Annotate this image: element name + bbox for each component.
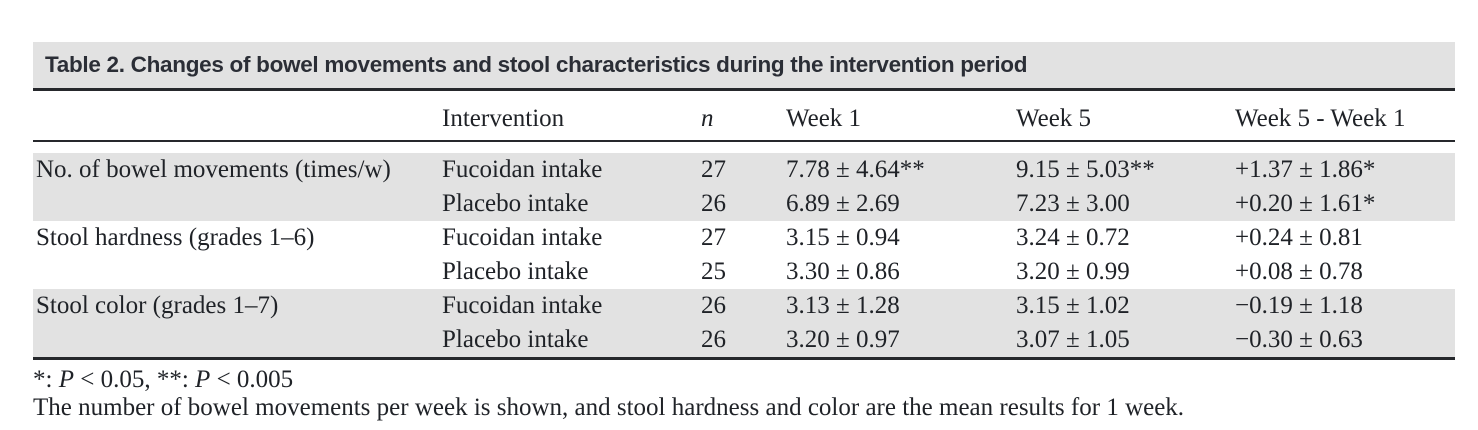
sample-size-cell: 27 — [701, 224, 726, 251]
p-value-symbol: P — [58, 366, 74, 393]
description-footnote: The number of bowel movements per week i… — [33, 394, 1185, 421]
header-bottom-rule — [33, 140, 1455, 142]
week5-cell: 9.15 ± 5.03** — [1016, 156, 1155, 183]
row-label-cell: Stool color (grades 1–7) — [36, 292, 279, 319]
table-bottom-rule — [33, 357, 1455, 360]
p-value-symbol: P — [195, 366, 211, 393]
table-row: Placebo intake 25 3.30 ± 0.86 3.20 ± 0.9… — [33, 255, 1455, 289]
intervention-cell: Placebo intake — [442, 258, 589, 285]
sample-size-cell: 26 — [701, 190, 726, 217]
week5-cell: 3.24 ± 0.72 — [1016, 224, 1130, 251]
sample-size-cell: 26 — [701, 292, 726, 319]
row-label-cell — [33, 323, 433, 357]
column-header-intervention: Intervention — [442, 105, 565, 132]
column-header-week5: Week 5 — [1016, 105, 1092, 132]
row-label-cell — [33, 187, 433, 221]
intervention-cell: Placebo intake — [442, 190, 589, 217]
week5-cell: 7.23 ± 3.00 — [1016, 190, 1130, 217]
significance-footnote-part: < 0.05, **: — [73, 366, 196, 393]
table-row: No. of bowel movements (times/w) Fucoida… — [33, 153, 1455, 187]
column-header-week5-minus-week1: Week 5 - Week 1 — [1235, 105, 1406, 132]
intervention-cell: Placebo intake — [442, 326, 589, 353]
week5-cell: 3.20 ± 0.99 — [1016, 258, 1130, 285]
significance-footnote-part: < 0.005 — [210, 366, 294, 393]
significance-footnote: *: P < 0.05, **: P < 0.005 — [33, 366, 1455, 394]
row-label-cell: No. of bowel movements (times/w) — [36, 156, 391, 183]
table-row: Placebo intake 26 6.89 ± 2.69 7.23 ± 3.0… — [33, 187, 1455, 221]
week1-cell: 3.30 ± 0.86 — [786, 258, 900, 285]
column-header-week1: Week 1 — [786, 105, 862, 132]
row-label-cell: Stool hardness (grades 1–6) — [36, 224, 315, 251]
week1-cell: 3.20 ± 0.97 — [786, 326, 900, 353]
table-top-rule — [33, 88, 1455, 91]
intervention-cell: Fucoidan intake — [442, 292, 603, 319]
week5-cell: 3.07 ± 1.05 — [1016, 326, 1130, 353]
column-header-n: n — [701, 105, 714, 132]
week5-cell: 3.15 ± 1.02 — [1016, 292, 1130, 319]
sample-size-cell: 26 — [701, 326, 726, 353]
week1-cell: 7.78 ± 4.64** — [786, 156, 925, 183]
difference-cell: +0.24 ± 0.81 — [1235, 224, 1363, 251]
difference-cell: +0.08 ± 0.78 — [1235, 258, 1363, 285]
table-title: Table 2. Changes of bowel movements and … — [45, 52, 1028, 77]
difference-cell: −0.19 ± 1.18 — [1235, 292, 1363, 319]
column-header-empty — [33, 133, 433, 140]
table-row: Stool color (grades 1–7) Fucoidan intake… — [33, 289, 1455, 323]
table-title-bar: Table 2. Changes of bowel movements and … — [33, 42, 1455, 88]
significance-footnote-part: *: — [33, 366, 59, 393]
week1-cell: 6.89 ± 2.69 — [786, 190, 900, 217]
week1-cell: 3.15 ± 0.94 — [786, 224, 900, 251]
table-footnotes: *: P < 0.05, **: P < 0.005 The number of… — [33, 366, 1455, 422]
intervention-cell: Fucoidan intake — [442, 156, 603, 183]
week1-cell: 3.13 ± 1.28 — [786, 292, 900, 319]
sample-size-cell: 27 — [701, 156, 726, 183]
header-spacer — [33, 142, 1455, 153]
row-label-cell — [33, 255, 433, 289]
intervention-cell: Fucoidan intake — [442, 224, 603, 251]
column-header-row: Intervention n Week 1 Week 5 Week 5 - We… — [33, 91, 1455, 140]
difference-cell: −0.30 ± 0.63 — [1235, 326, 1363, 353]
paper-table: Table 2. Changes of bowel movements and … — [33, 42, 1455, 422]
table-row: Placebo intake 26 3.20 ± 0.97 3.07 ± 1.0… — [33, 323, 1455, 357]
difference-cell: +1.37 ± 1.86* — [1235, 156, 1376, 183]
difference-cell: +0.20 ± 1.61* — [1235, 190, 1376, 217]
table-row: Stool hardness (grades 1–6) Fucoidan int… — [33, 221, 1455, 255]
sample-size-cell: 25 — [701, 258, 726, 285]
